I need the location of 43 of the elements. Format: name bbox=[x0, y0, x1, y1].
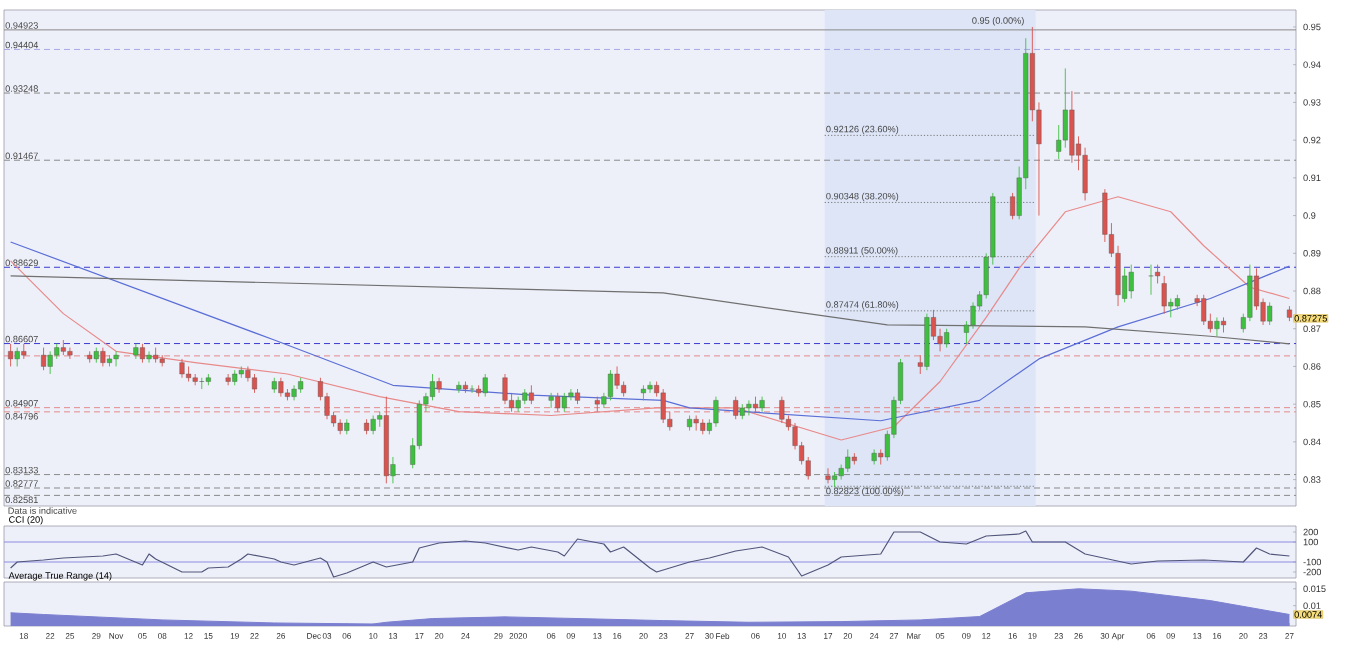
candlestick bbox=[482, 373, 488, 398]
candlestick bbox=[179, 358, 185, 379]
candlestick bbox=[278, 377, 284, 398]
candlestick bbox=[502, 373, 508, 405]
candlestick bbox=[146, 350, 152, 364]
candlestick bbox=[548, 392, 554, 409]
candlestick bbox=[1201, 294, 1207, 326]
candlestick bbox=[469, 384, 475, 394]
candlestick bbox=[199, 377, 205, 390]
candlestick bbox=[1128, 264, 1134, 299]
candlestick bbox=[8, 343, 14, 367]
candlestick bbox=[614, 365, 620, 390]
candlestick bbox=[370, 415, 376, 435]
candlestick bbox=[871, 448, 877, 465]
candlestick bbox=[607, 369, 613, 401]
candlestick bbox=[1214, 316, 1220, 337]
candlestick bbox=[561, 392, 567, 413]
candlestick bbox=[225, 373, 231, 386]
candlestick bbox=[47, 350, 53, 375]
candlestick bbox=[845, 448, 851, 473]
candlestick bbox=[1148, 264, 1154, 296]
candlestick bbox=[1069, 90, 1075, 164]
candlestick bbox=[825, 467, 831, 484]
candlestick bbox=[660, 388, 666, 424]
candlestick bbox=[113, 350, 119, 367]
candlestick bbox=[14, 347, 20, 367]
candlestick bbox=[746, 399, 752, 416]
candlestick bbox=[944, 328, 950, 349]
candlestick bbox=[733, 396, 739, 420]
candlestick bbox=[528, 384, 534, 405]
candlestick bbox=[1161, 275, 1167, 315]
candlestick bbox=[139, 343, 145, 364]
candlestick bbox=[1267, 301, 1273, 326]
candlestick bbox=[779, 396, 785, 424]
candlestick bbox=[647, 381, 653, 394]
line-series bbox=[10, 530, 1291, 578]
candlestick bbox=[100, 347, 106, 367]
candlestick bbox=[713, 396, 719, 428]
candlestick bbox=[252, 373, 258, 394]
candlestick bbox=[555, 392, 561, 413]
candlestick bbox=[456, 381, 462, 394]
candlestick bbox=[67, 347, 73, 360]
candlestick bbox=[41, 347, 47, 371]
